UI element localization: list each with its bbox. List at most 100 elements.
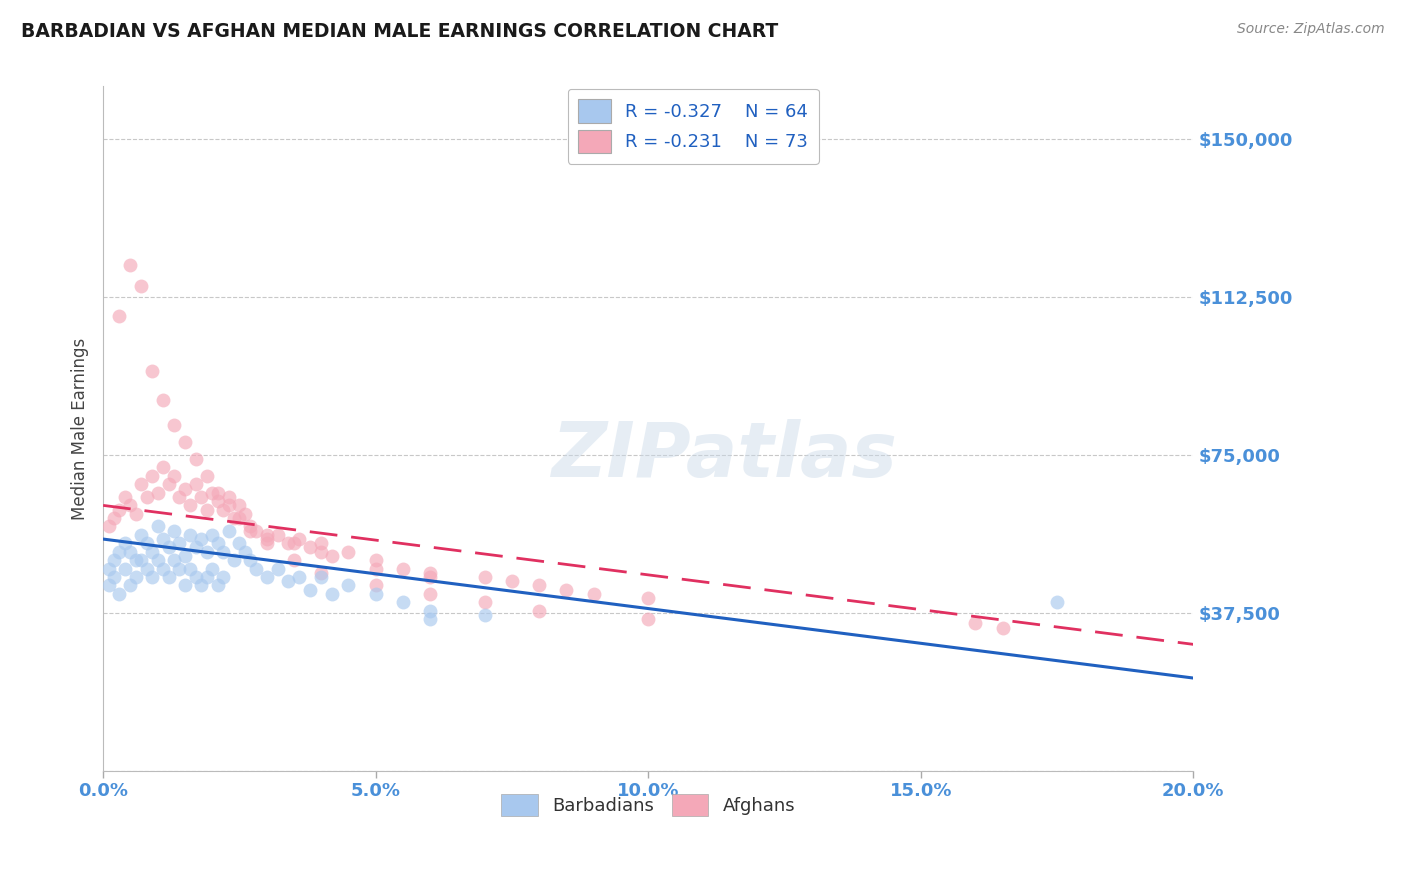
Point: [179, 528, 201, 542]
Point: [309, 536, 332, 550]
Point: [309, 545, 332, 559]
Point: [179, 561, 201, 575]
Point: [120, 499, 142, 513]
Point: [233, 545, 256, 559]
Point: [266, 561, 288, 575]
Point: [174, 549, 197, 563]
Point: [222, 511, 245, 525]
Point: [195, 570, 218, 584]
Point: [228, 499, 250, 513]
Point: [529, 578, 551, 592]
Point: [212, 545, 235, 559]
Point: [129, 528, 152, 542]
Point: [299, 582, 322, 597]
Text: Source: ZipAtlas.com: Source: ZipAtlas.com: [1237, 22, 1385, 37]
Point: [184, 452, 207, 467]
Point: [228, 536, 250, 550]
Point: [212, 502, 235, 516]
Point: [277, 536, 299, 550]
Point: [965, 616, 987, 631]
Point: [991, 620, 1014, 634]
Point: [114, 536, 136, 550]
Point: [1046, 595, 1069, 609]
Point: [277, 574, 299, 589]
Point: [283, 553, 305, 567]
Point: [419, 570, 441, 584]
Point: [146, 553, 169, 567]
Point: [207, 536, 229, 550]
Point: [266, 528, 288, 542]
Point: [212, 570, 235, 584]
Point: [152, 532, 174, 546]
Point: [108, 587, 131, 601]
Point: [474, 607, 496, 622]
Point: [135, 490, 157, 504]
Point: [157, 477, 180, 491]
Point: [501, 574, 523, 589]
Point: [146, 519, 169, 533]
Point: [141, 363, 163, 377]
Point: [555, 582, 578, 597]
Point: [129, 279, 152, 293]
Point: [201, 528, 224, 542]
Point: [222, 553, 245, 567]
Point: [174, 482, 197, 496]
Point: [321, 549, 343, 563]
Point: [392, 561, 415, 575]
Point: [135, 561, 157, 575]
Point: [321, 587, 343, 601]
Point: [190, 490, 212, 504]
Point: [97, 578, 120, 592]
Point: [582, 587, 605, 601]
Point: [103, 553, 125, 567]
Point: [141, 570, 163, 584]
Point: [125, 507, 148, 521]
Point: [201, 561, 224, 575]
Point: [195, 469, 218, 483]
Point: [364, 587, 387, 601]
Point: [125, 570, 148, 584]
Point: [256, 532, 278, 546]
Legend: Barbadians, Afghans: Barbadians, Afghans: [494, 787, 803, 823]
Point: [207, 578, 229, 592]
Point: [184, 541, 207, 555]
Point: [120, 545, 142, 559]
Point: [228, 511, 250, 525]
Point: [207, 494, 229, 508]
Point: [529, 604, 551, 618]
Point: [169, 561, 191, 575]
Point: [152, 460, 174, 475]
Point: [163, 524, 186, 538]
Point: [364, 561, 387, 575]
Point: [141, 545, 163, 559]
Point: [146, 485, 169, 500]
Point: [256, 536, 278, 550]
Point: [239, 519, 262, 533]
Point: [184, 570, 207, 584]
Y-axis label: Median Male Earnings: Median Male Earnings: [72, 337, 89, 520]
Point: [120, 578, 142, 592]
Point: [201, 485, 224, 500]
Point: [174, 578, 197, 592]
Point: [179, 499, 201, 513]
Point: [129, 553, 152, 567]
Point: [108, 309, 131, 323]
Point: [256, 570, 278, 584]
Point: [474, 570, 496, 584]
Point: [337, 545, 360, 559]
Point: [184, 477, 207, 491]
Point: [163, 469, 186, 483]
Text: ZIPatlas: ZIPatlas: [551, 419, 897, 493]
Point: [245, 524, 267, 538]
Point: [97, 519, 120, 533]
Point: [135, 536, 157, 550]
Point: [169, 490, 191, 504]
Point: [283, 536, 305, 550]
Point: [419, 587, 441, 601]
Point: [288, 570, 311, 584]
Point: [157, 541, 180, 555]
Point: [337, 578, 360, 592]
Point: [218, 499, 240, 513]
Point: [419, 612, 441, 626]
Point: [288, 532, 311, 546]
